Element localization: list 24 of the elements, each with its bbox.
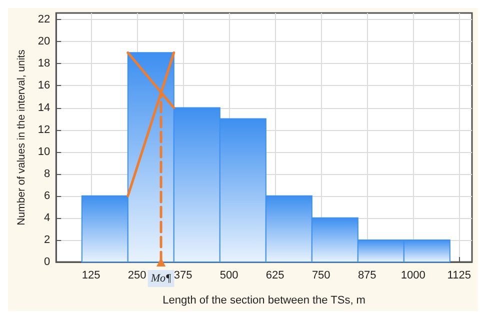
x-tick-label: 500 xyxy=(220,270,238,282)
y-tick-label: 0 xyxy=(44,256,50,268)
x-axis-title: Length of the section between the TSs, m xyxy=(162,294,366,306)
y-tick-label: 18 xyxy=(38,58,50,70)
x-tick-label: 625 xyxy=(266,270,284,282)
y-tick-label: 14 xyxy=(38,102,50,114)
x-tick-label: 250 xyxy=(128,270,146,282)
y-tick-label: 16 xyxy=(38,80,50,92)
annotation: Mo¶ xyxy=(150,272,172,284)
x-tick-label: 1125 xyxy=(447,270,471,282)
y-tick-label: 2 xyxy=(44,234,50,246)
y-tick-label: 10 xyxy=(38,146,50,158)
y-tick-label: 12 xyxy=(38,124,50,136)
x-tick-label: 125 xyxy=(82,270,100,282)
x-tick-label: 375 xyxy=(174,270,192,282)
y-axis-title: Number of values in the interval, units xyxy=(16,50,28,226)
y-tick-label: 8 xyxy=(44,168,50,180)
y-tick-label: 6 xyxy=(44,190,50,202)
y-tick-label: 4 xyxy=(44,212,50,224)
x-tick-label: 750 xyxy=(312,270,330,282)
y-tick-label: 22 xyxy=(38,14,50,26)
x-tick-label: 1000 xyxy=(400,270,426,282)
y-tick-label: 20 xyxy=(38,36,50,48)
x-tick-label: 875 xyxy=(358,270,376,282)
